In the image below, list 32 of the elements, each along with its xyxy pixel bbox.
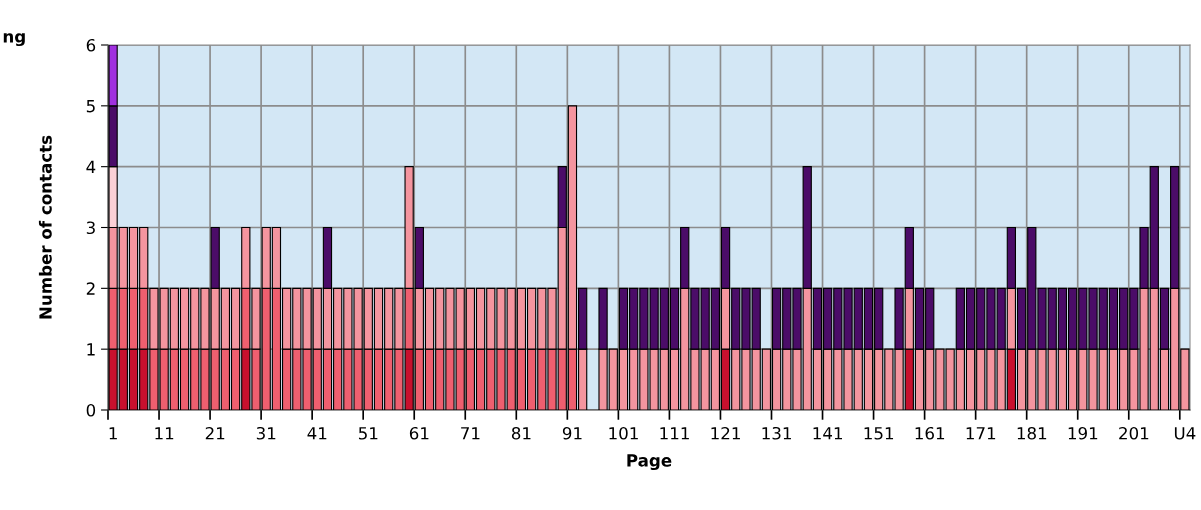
x-tick-label: 21 <box>205 426 225 440</box>
x-tick-label: 181 <box>1017 426 1047 440</box>
x-tick-label: 91 <box>562 426 582 440</box>
y-tick-label: 1 <box>87 343 95 356</box>
x-tick-label: 41 <box>307 427 327 440</box>
x-tick-label: 131 <box>762 426 791 440</box>
x-tick-label: 11 <box>155 427 174 440</box>
text: ng <box>3 33 25 47</box>
y-tick-label: 6 <box>86 38 96 52</box>
x-axis-title: Page <box>627 454 672 471</box>
x-tick-label: 81 <box>511 426 531 440</box>
x-tick-label: 171 <box>966 427 996 440</box>
x-tick-label: 111 <box>660 427 689 440</box>
x-tick-label: 61 <box>409 426 429 440</box>
x-tick-label: 31 <box>256 426 276 440</box>
x-tick-label: 151 <box>864 427 894 440</box>
y-tick-label: 5 <box>86 100 95 113</box>
y-axis-title: Number of contacts <box>38 135 52 319</box>
x-tick-label: 101 <box>609 426 638 440</box>
x-tick-label: 71 <box>461 427 480 440</box>
x-tick-label: 51 <box>358 427 378 440</box>
y-tick-label: 2 <box>86 282 95 295</box>
x-tick-label: 1 <box>109 427 117 440</box>
x-tick-label: 161 <box>915 426 945 440</box>
x-tick-label: 191 <box>1068 426 1098 440</box>
x-tick-label: 201 <box>1119 426 1149 440</box>
y-tick-label: 4 <box>86 160 96 173</box>
x-tick-label: 141 <box>813 427 842 440</box>
y-tick-label: 3 <box>86 221 95 235</box>
x-tick-label: 121 <box>711 426 740 440</box>
y-tick-label: 0 <box>86 403 96 417</box>
x-tick-label: U4 <box>1174 427 1196 440</box>
